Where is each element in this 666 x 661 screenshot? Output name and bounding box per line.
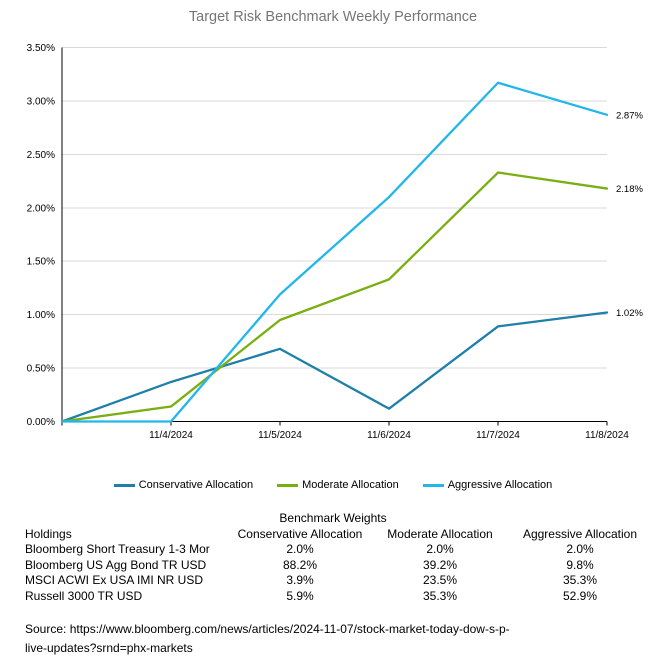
col-header-moderate: Moderate Allocation (387, 526, 493, 541)
legend-item-aggressive: Aggressive Allocation (422, 479, 553, 491)
aggressive-line-swatch-icon (422, 483, 444, 487)
col-header-holdings: Holdings (25, 526, 72, 541)
weight-value: 52.9% (562, 588, 598, 603)
y-axis-label: 2.50% (27, 150, 55, 161)
x-axis-label: 11/5/2024 (258, 430, 302, 441)
weight-value: 35.3% (562, 573, 598, 587)
table-row: Bloomberg Short Treasury 1-3 Mor 2.0% 2.… (0, 542, 666, 558)
weight-value: 88.2% (282, 557, 318, 572)
weight-value: 2.0% (286, 542, 314, 556)
table-row: Russell 3000 TR USD 5.9% 35.3% 52.9% (0, 589, 666, 605)
holding-name: Bloomberg US Agg Bond TR USD (25, 557, 207, 572)
weight-value: 2.0% (426, 542, 454, 556)
line-chart-plot: 0.00% 0.50% 1.00% 1.50% 2.00% 2.50% 3.00% 3.50%… (27, 43, 644, 441)
y-axis-label: 1.00% (27, 310, 55, 321)
source-note: Source: https://www.bloomberg.com/news/a… (25, 620, 640, 658)
holding-name: Russell 3000 TR USD (25, 588, 143, 603)
legend-item-conservative: Conservative Allocation (113, 479, 254, 491)
x-axis-label: 11/8/2024 (585, 430, 629, 441)
benchmark-weights-table: Benchmark Weights Holdings Conservative … (0, 511, 666, 604)
legend-label-aggressive: Aggressive Allocation (447, 479, 553, 491)
weight-value: 35.3% (422, 588, 458, 603)
series-line-moderate (60, 171, 609, 423)
weight-value: 9.8% (566, 557, 594, 572)
table-row: Bloomberg US Agg Bond TR USD 88.2% 39.2%… (0, 558, 666, 574)
legend-item-moderate: Moderate Allocation (277, 479, 399, 491)
col-header-aggressive: Aggressive Allocation (522, 526, 638, 541)
table-header-row: Holdings Conservative Allocation Moderat… (0, 527, 666, 543)
series-end-label: 2.87% (616, 110, 643, 121)
table-row: MSCI ACWI Ex USA IMI NR USD 3.9% 23.5% 3… (0, 573, 666, 589)
weight-value: 39.2% (422, 557, 458, 572)
y-axis-label: 0.50% (27, 364, 55, 375)
y-axis-label: 0.00% (27, 417, 55, 428)
series-end-label: 2.18% (616, 184, 643, 195)
x-axis-label: 11/6/2024 (367, 430, 411, 441)
moderate-line-swatch-icon (277, 483, 299, 487)
chart-title: Target Risk Benchmark Weekly Performance (188, 9, 478, 25)
source-line-2: live-updates?srnd=phx-markets (25, 641, 193, 655)
holding-name: MSCI ACWI Ex USA IMI NR USD (25, 573, 204, 587)
series-end-label: 1.02% (616, 308, 643, 319)
weight-value: 3.9% (286, 573, 314, 587)
weight-value: 23.5% (422, 573, 458, 587)
col-header-conservative: Conservative Allocation (237, 526, 363, 541)
chart-legend: Conservative Allocation Moderate Allocat… (0, 477, 666, 493)
x-axis-label: 11/4/2024 (149, 430, 193, 441)
legend-label-moderate: Moderate Allocation (302, 479, 399, 491)
y-axis-label: 3.00% (27, 96, 55, 107)
weight-value: 5.9% (286, 588, 314, 603)
conservative-line-swatch-icon (113, 483, 135, 487)
y-axis-label: 3.50% (27, 43, 55, 54)
series-line-conservative (60, 311, 609, 423)
series-line-aggressive (60, 81, 609, 423)
x-axis-label: 11/7/2024 (476, 430, 520, 441)
source-line-1: Source: https://www.bloomberg.com/news/a… (25, 622, 510, 636)
legend-label-conservative: Conservative Allocation (138, 479, 254, 491)
table-title: Benchmark Weights (279, 511, 387, 525)
y-axis-label: 1.50% (27, 257, 55, 268)
y-axis-label: 2.00% (27, 203, 55, 214)
weight-value: 2.0% (566, 542, 594, 556)
holding-name: Bloomberg Short Treasury 1-3 Mor (25, 542, 210, 556)
